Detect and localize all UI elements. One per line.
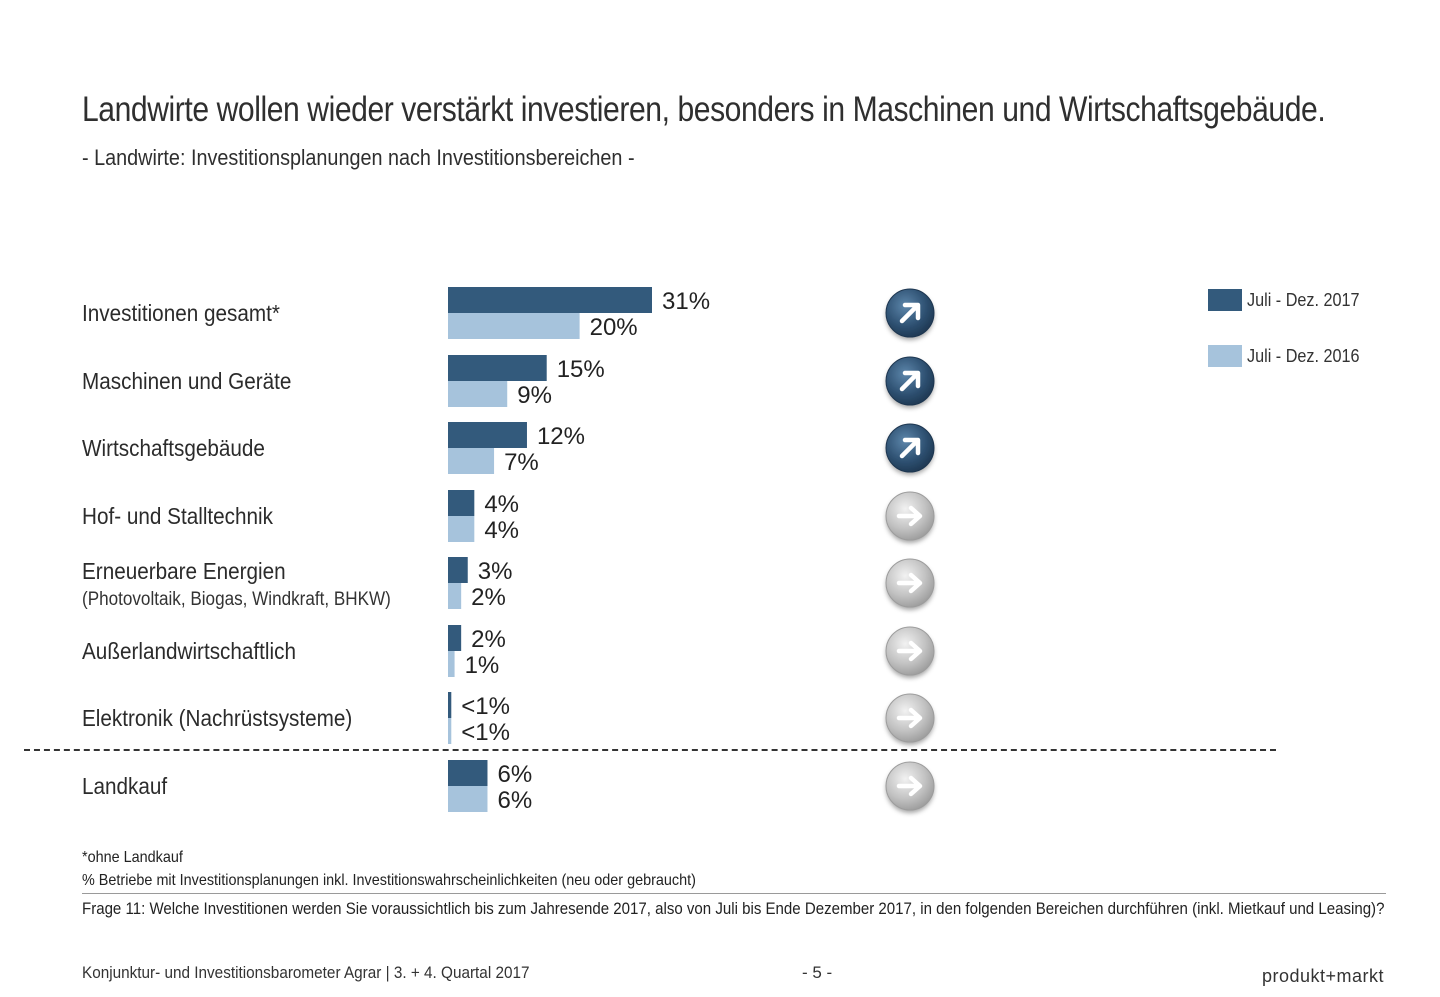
- bar-2017-0: [448, 287, 652, 313]
- bar-2016-2: [448, 448, 495, 474]
- category-label-ausserlandwirtschaftlich: Außerlandwirtschaftlich: [82, 638, 296, 664]
- category-label-erneuerbare-energien: Erneuerbare Energien: [82, 558, 286, 584]
- footnote-basis: % Betriebe mit Investitionsplanungen ink…: [82, 872, 696, 889]
- value-label-2016-3: 4%: [484, 517, 519, 544]
- bar-2017-7: [448, 760, 488, 786]
- footnote-ohne-landkauf: *ohne Landkauf: [82, 849, 183, 866]
- footer-source: Konjunktur- und Investitionsbarometer Ag…: [82, 963, 530, 982]
- category-label-landkauf: Landkauf: [82, 773, 168, 799]
- value-label-2017-7: 6%: [497, 761, 532, 788]
- value-label-2017-0: 31%: [662, 288, 710, 315]
- bar-2017-5: [448, 625, 462, 651]
- bar-2016-6: [448, 718, 452, 744]
- legend-label-2016: Juli - Dez. 2016: [1247, 346, 1360, 366]
- trend-flat-arrow-icon: [885, 761, 935, 811]
- category-label-maschinen: Maschinen und Geräte: [82, 368, 292, 394]
- value-label-2016-1: 9%: [517, 382, 552, 409]
- value-label-2016-5: 1%: [465, 652, 500, 679]
- legend-swatch-2016: [1208, 345, 1242, 367]
- value-label-2017-2: 12%: [537, 423, 585, 450]
- category-sublabel-erneuerbare-energien: (Photovoltaik, Biogas, Windkraft, BHKW): [82, 589, 391, 610]
- category-label-investitionen-gesamt: Investitionen gesamt*: [82, 300, 280, 326]
- value-label-2016-4: 2%: [471, 584, 506, 611]
- survey-question: Frage 11: Welche Investitionen werden Si…: [82, 899, 1385, 918]
- bar-2016-1: [448, 381, 508, 407]
- value-label-2016-0: 20%: [590, 314, 638, 341]
- bar-2017-4: [448, 557, 468, 583]
- value-label-2017-4: 3%: [478, 558, 513, 585]
- value-label-2016-2: 7%: [504, 449, 539, 476]
- value-label-2017-6: <1%: [461, 693, 510, 720]
- value-label-2017-5: 2%: [471, 626, 506, 653]
- bar-2016-0: [448, 313, 580, 339]
- value-label-2016-7: 6%: [497, 787, 532, 814]
- value-label-2017-3: 4%: [484, 491, 519, 518]
- legend-swatch-2017: [1208, 289, 1242, 311]
- trend-flat-arrow-icon: [885, 491, 935, 541]
- bar-2016-4: [448, 583, 462, 609]
- bar-2016-7: [448, 786, 488, 812]
- trend-up-arrow-icon: [885, 423, 935, 473]
- trend-flat-arrow-icon: [885, 693, 935, 743]
- bar-2016-5: [448, 651, 455, 677]
- section-divider: [24, 749, 1276, 751]
- bar-2017-6: [448, 692, 452, 718]
- brand-logo: produkt+markt: [1262, 966, 1385, 986]
- footer-rule: [82, 893, 1386, 894]
- category-label-elektronik: Elektronik (Nachrüstsysteme): [82, 705, 353, 731]
- value-label-2016-6: <1%: [461, 719, 510, 746]
- bar-2017-1: [448, 355, 547, 381]
- category-label-wirtschaftsgebaeude: Wirtschaftsgebäude: [82, 435, 265, 461]
- bar-2017-2: [448, 422, 527, 448]
- page-subtitle: - Landwirte: Investitionsplanungen nach …: [82, 145, 635, 170]
- trend-up-arrow-icon: [885, 356, 935, 406]
- trend-up-arrow-icon: [885, 288, 935, 338]
- page-title: Landwirte wollen wieder verstärkt invest…: [82, 90, 1326, 129]
- value-label-2017-1: 15%: [557, 356, 605, 383]
- trend-flat-arrow-icon: [885, 558, 935, 608]
- bar-2016-3: [448, 516, 475, 542]
- bar-2017-3: [448, 490, 475, 516]
- legend-label-2017: Juli - Dez. 2017: [1247, 290, 1360, 310]
- category-label-hof-stalltechnik: Hof- und Stalltechnik: [82, 503, 274, 529]
- trend-flat-arrow-icon: [885, 626, 935, 676]
- page-number: - 5 -: [802, 963, 833, 982]
